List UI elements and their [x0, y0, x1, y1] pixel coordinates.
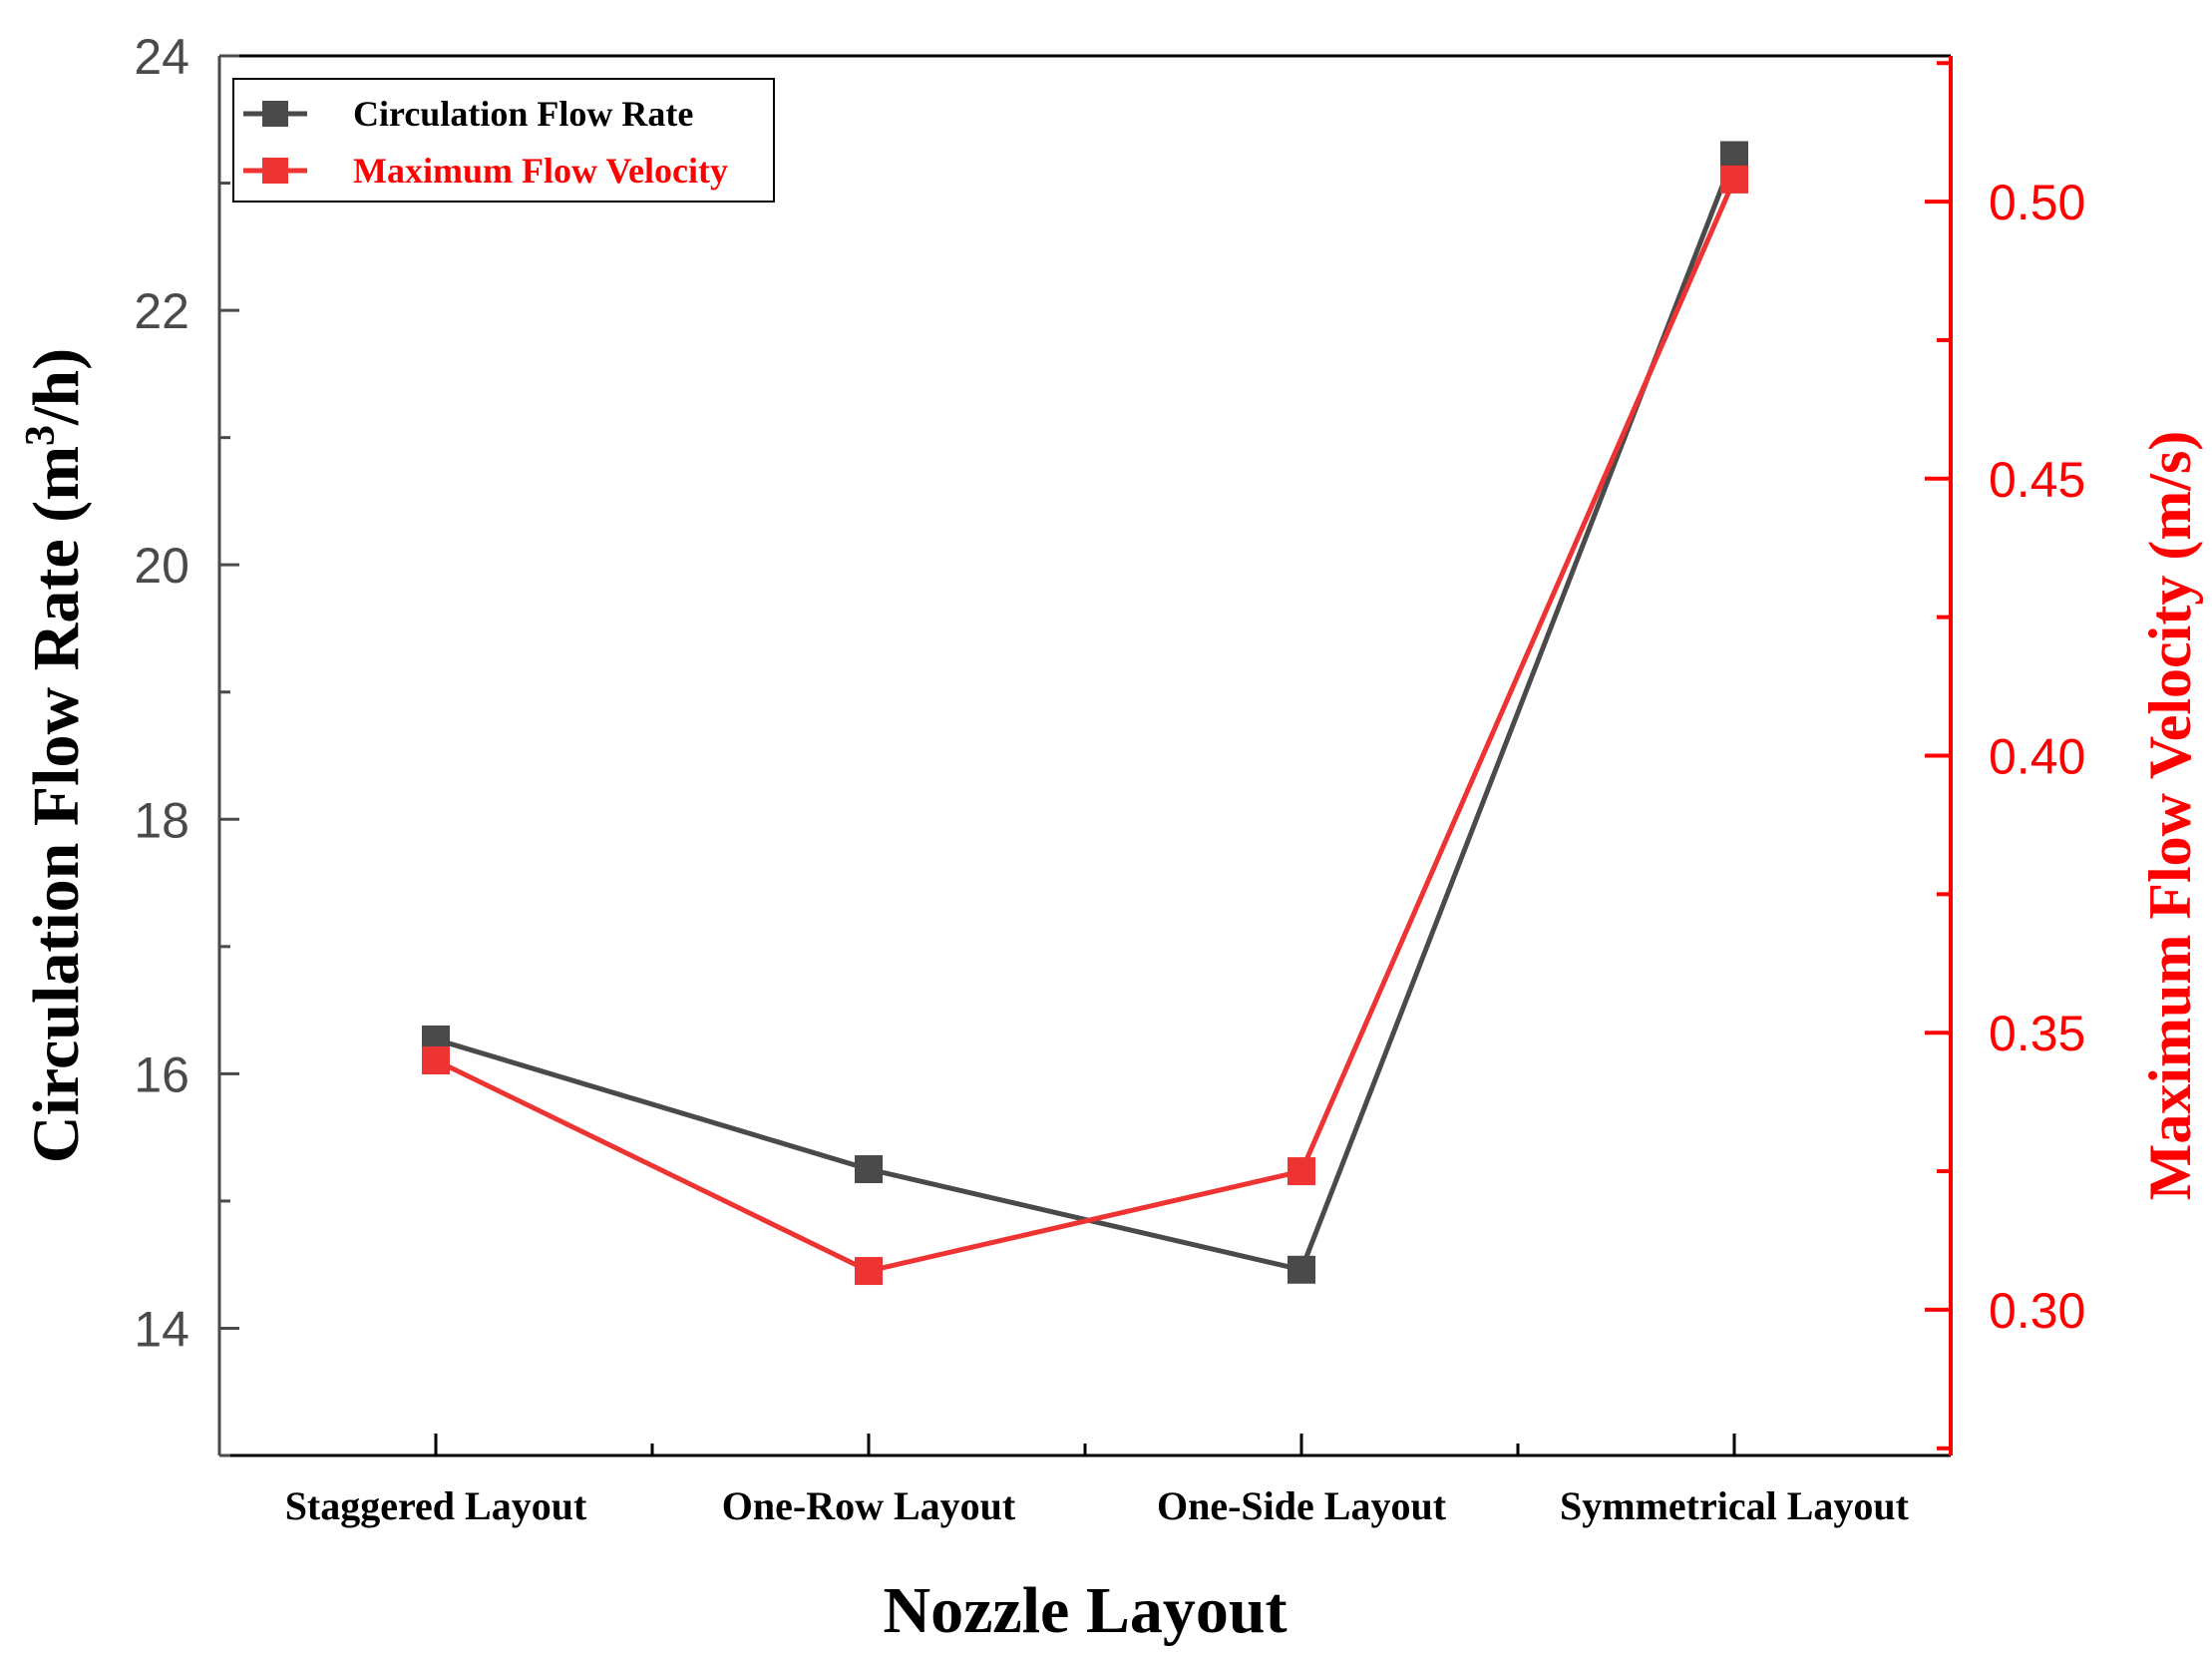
data-point-maximum-flow-velocity: [855, 1257, 883, 1286]
left-y-tick-label: 20: [134, 538, 189, 594]
left-y-tick-label: 14: [134, 1301, 189, 1357]
right-y-tick-label: 0.50: [1989, 175, 2085, 230]
legend-marker-circulation-flow-rate: [262, 101, 288, 127]
legend-box: [232, 78, 775, 203]
left-y-axis-title-main: Circulation Flow Rate (m: [20, 446, 93, 1163]
axes: Staggered Layout One-Row Layout One-Side L…: [134, 29, 2085, 1528]
right-y-tick-label: 0.35: [1989, 1006, 2085, 1061]
left-y-axis-title: Circulation Flow Rate (m3/h): [18, 348, 93, 1163]
left-y-tick-label: 16: [134, 1046, 189, 1102]
data-point-maximum-flow-velocity: [422, 1045, 450, 1074]
series-layer: [422, 141, 1748, 1286]
left-y-tick-label: 22: [134, 283, 189, 339]
data-point-circulation-flow-rate: [1288, 1255, 1315, 1284]
series-line-circulation-flow-rate: [435, 154, 1737, 1273]
x-tick-label: One-Row Layout: [722, 1483, 1016, 1528]
left-y-axis-title-end: /h): [20, 348, 93, 426]
data-point-circulation-flow-rate: [855, 1155, 883, 1184]
right-y-tick-label: 0.30: [1989, 1283, 2085, 1339]
x-tick-label: Symmetrical Layout: [1560, 1483, 1910, 1528]
x-tick-label: Staggered Layout: [285, 1483, 587, 1528]
series-line-maximum-flow-velocity: [434, 178, 1737, 1274]
left-y-axis-title-sup: 3: [18, 425, 64, 446]
right-y-axis-title: Maximum Flow Velocity (m/s): [2137, 431, 2203, 1201]
data-point-circulation-flow-rate: [1720, 141, 1748, 170]
x-tick-label: One-Side Layout: [1157, 1483, 1447, 1528]
legend: Circulation Flow Rate Maximum Flow Veloci…: [232, 78, 775, 203]
legend-label-circulation-flow-rate: Circulation Flow Rate: [353, 94, 693, 134]
axis-labels: Nozzle Layout Circulation Flow Rate (m3/h…: [18, 348, 2203, 1647]
right-y-tick-label: 0.45: [1989, 452, 2085, 508]
legend-label-maximum-flow-velocity: Maximum Flow Velocity: [353, 151, 728, 191]
data-point-maximum-flow-velocity: [1288, 1157, 1315, 1186]
left-y-tick-label: 18: [134, 792, 189, 848]
legend-marker-maximum-flow-velocity: [262, 158, 288, 184]
x-axis-title: Nozzle Layout: [883, 1574, 1287, 1647]
left-y-tick-label: 24: [134, 29, 189, 85]
data-point-maximum-flow-velocity: [1720, 165, 1748, 194]
right-y-tick-label: 0.40: [1989, 729, 2085, 785]
